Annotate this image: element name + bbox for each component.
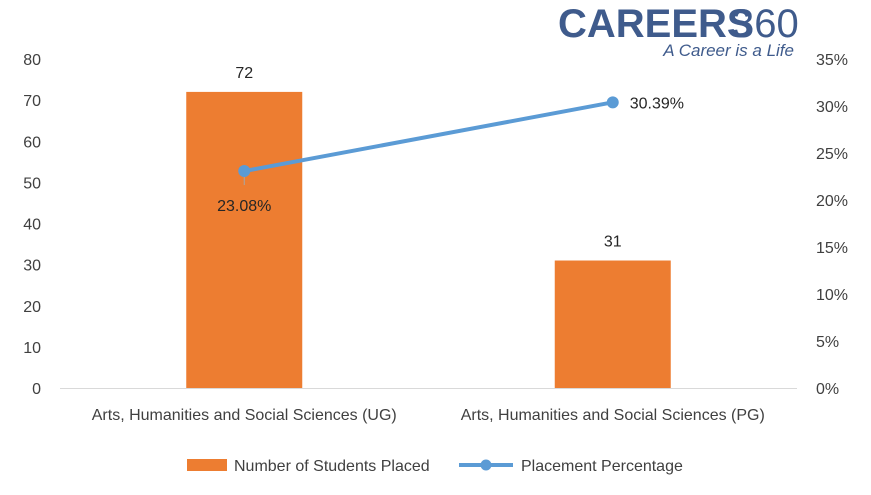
logo-brand: CAREERS — [558, 2, 754, 46]
bar — [186, 91, 303, 389]
logo-tagline: A Career is a Life — [662, 41, 794, 60]
bar — [554, 260, 671, 388]
legend-label-bar: Number of Students Placed — [234, 458, 430, 475]
x-category-label: Arts, Humanities and Social Sciences (UG… — [92, 407, 397, 424]
y-right-tick-label: 35% — [816, 52, 848, 69]
y-right-tick-label: 0% — [816, 381, 839, 398]
line-point — [238, 165, 251, 178]
y-right-tick-label: 15% — [816, 240, 848, 257]
y-left-tick-label: 10 — [23, 340, 41, 357]
y-right-tick-label: 30% — [816, 99, 848, 116]
y-right-tick-label: 25% — [816, 146, 848, 163]
y-left-tick-label: 50 — [23, 175, 41, 192]
data-labels-layer: 72 31 23.08% 30.39% — [217, 65, 684, 251]
y-right-tick-label: 10% — [816, 287, 848, 304]
y-left-tick-label: 70 — [23, 93, 41, 110]
line-point — [606, 96, 619, 109]
y-right-tick-label: 5% — [816, 334, 839, 351]
line-data-label: 23.08% — [217, 198, 271, 215]
line-layer — [238, 96, 619, 186]
logo-number: 360 — [732, 2, 799, 46]
y-left-tick-label: 30 — [23, 258, 41, 275]
y-left-tick-label: 20 — [23, 299, 41, 316]
y-left-tick-label: 80 — [23, 52, 41, 69]
y-left-tick-label: 0 — [32, 381, 41, 398]
legend-swatch-bar — [187, 459, 227, 471]
legend-swatch-point — [480, 459, 492, 471]
legend: Number of Students Placed Placement Perce… — [187, 458, 683, 475]
legend-label-line: Placement Percentage — [521, 458, 683, 475]
line-data-label: 30.39% — [630, 95, 684, 112]
y-right-tick-label: 20% — [816, 193, 848, 210]
careers360-logo: CAREERS 360 A Career is a Life — [558, 2, 799, 60]
y-left-tick-label: 60 — [23, 134, 41, 151]
bars-layer — [186, 91, 671, 389]
y-left-tick-label: 40 — [23, 217, 41, 234]
axes-layer: 0 10 20 30 40 50 60 70 80 0% 5% 10% 15% 20% 25% 30% 35% A… — [23, 52, 848, 424]
x-category-label: Arts, Humanities and Social Sciences (PG… — [461, 407, 765, 424]
bar-data-label: 72 — [235, 65, 253, 82]
placement-line — [242, 100, 615, 174]
bar-data-label: 31 — [604, 234, 622, 251]
